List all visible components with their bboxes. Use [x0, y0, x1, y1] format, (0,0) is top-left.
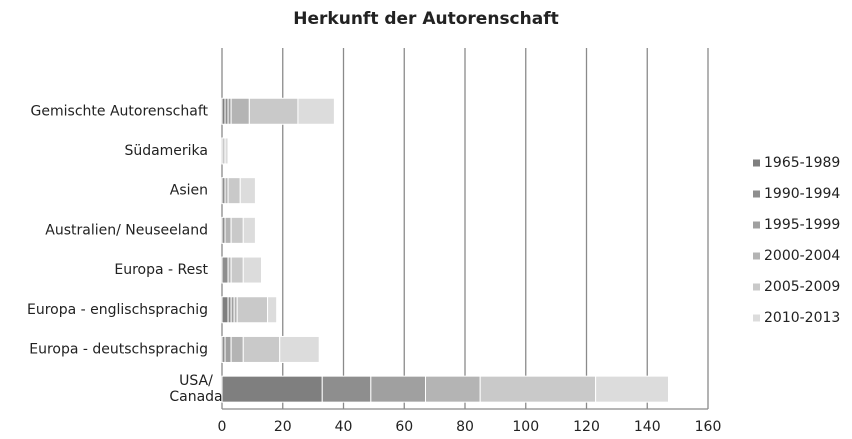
bar-segment: [224, 216, 232, 244]
bar-segment: [224, 137, 229, 165]
y-tick-label: USA/Canada: [169, 373, 222, 405]
bar-segment: [221, 375, 323, 403]
legend-swatch: [753, 314, 760, 322]
bar-segment: [230, 216, 244, 244]
y-tick-label: Gemischte Autorenschaft: [31, 103, 209, 119]
y-tick-label: Asien: [170, 183, 208, 199]
bar-segment: [595, 375, 670, 403]
bar-segment: [242, 335, 281, 363]
x-tick-label: 160: [695, 419, 722, 435]
legend-label: 2010-2013: [764, 310, 840, 326]
bar-segment: [230, 335, 244, 363]
x-tick-label: 80: [456, 419, 474, 435]
legend-label: 2000-2004: [764, 248, 840, 264]
bar-segment: [242, 216, 256, 244]
legend-label: 1990-1994: [764, 186, 840, 202]
bar-segment: [321, 375, 372, 403]
bar-segment: [297, 97, 335, 125]
legend-swatch: [753, 190, 760, 198]
bar-segment: [230, 256, 244, 284]
x-tick-label: 60: [395, 419, 413, 435]
y-tick-label: Europa - Rest: [114, 262, 208, 278]
x-tick-label: 40: [335, 419, 353, 435]
x-tick-label: 0: [218, 419, 227, 435]
legend-label: 2005-2009: [764, 279, 840, 295]
bar-segment: [221, 256, 229, 284]
x-tick-label: 20: [274, 419, 292, 435]
y-tick-label: Europa - englischsprachig: [27, 302, 208, 318]
bar-segment: [425, 375, 481, 403]
x-tick-label: 120: [573, 419, 600, 435]
bar-segment: [370, 375, 427, 403]
x-tick-label: 140: [634, 419, 661, 435]
bar-segment: [279, 335, 320, 363]
legend-label: 1995-1999: [764, 217, 840, 233]
bar-segment: [242, 256, 262, 284]
bar-segment: [248, 97, 299, 125]
legend-swatch: [753, 159, 760, 167]
bar-segment: [230, 97, 250, 125]
chart-title: Herkunft der Autorenschaft: [293, 9, 558, 29]
bar-segment: [227, 177, 241, 205]
bar-segment: [479, 375, 597, 403]
y-tick-label: Australien/ Neuseeland: [45, 222, 208, 238]
bar-segment: [239, 177, 256, 205]
legend-swatch: [753, 221, 760, 229]
legend-label: 1965-1989: [764, 155, 840, 171]
bar-segment: [236, 296, 269, 324]
legend-swatch: [753, 283, 760, 291]
bar-segment: [221, 296, 229, 324]
y-tick-label: Europa - deutschsprachig: [29, 341, 208, 357]
bar-segment: [267, 296, 278, 324]
bar-segment: [224, 335, 232, 363]
x-tick-label: 100: [512, 419, 539, 435]
legend-swatch: [753, 252, 760, 260]
y-tick-label: Südamerika: [124, 143, 208, 159]
